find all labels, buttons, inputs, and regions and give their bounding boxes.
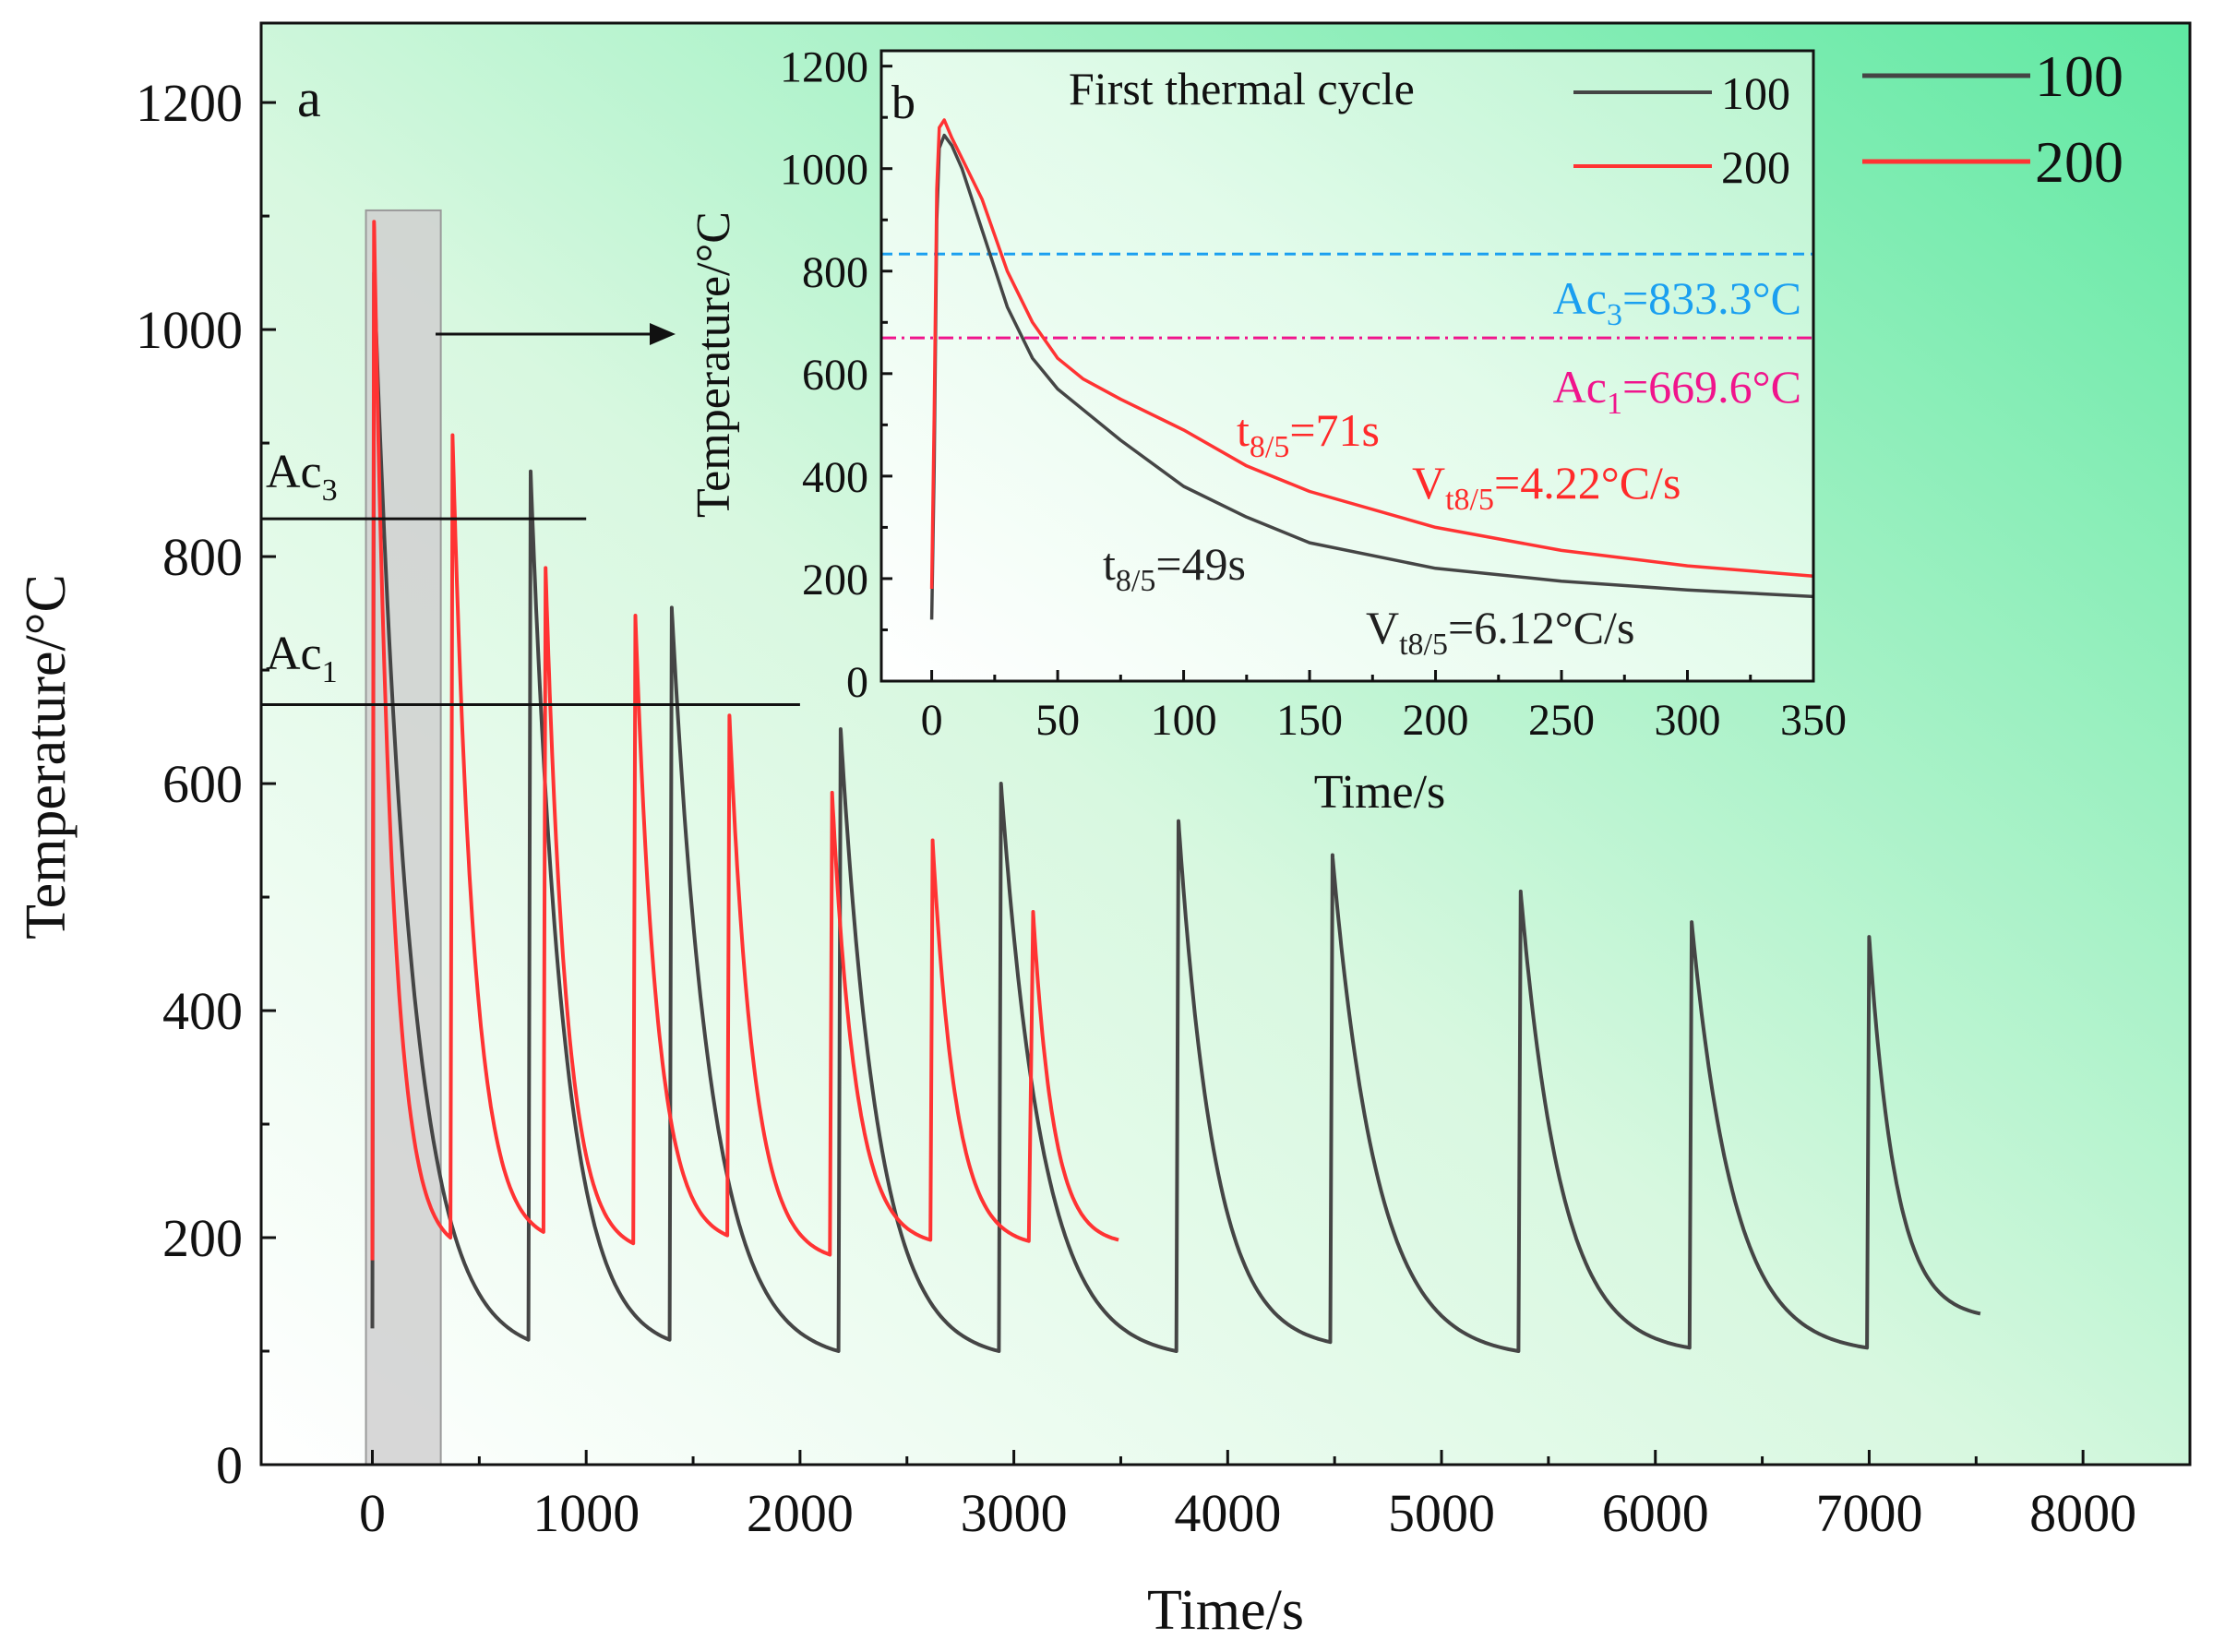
inset-x-tick-label: 100 [1151,696,1217,745]
inset-panel-label: b [891,77,915,129]
inset-x-tick-label: 150 [1276,696,1343,745]
main-axis-ticks: 0 1000 2000 3000 4000 5000 6000 7000 80000200400… [136,73,2136,1543]
inset-annotation-t85-100: t8/5=49s [1103,538,1246,598]
inset-series-line-200 [929,118,1814,590]
inset-plot-background [881,51,1813,681]
inset-y-tick-label: 600 [802,351,868,400]
main-x-tick-label: 4000 [1174,1483,1281,1543]
inset-legend: 100 200 [1573,67,1790,193]
inset-axis-ticks: 0 50 100 150 200 250 300 350 0 200 400 600 800 1000 12… [780,43,1847,745]
main-x-tick-label: 2000 [747,1483,854,1543]
main-ref-label-ac1: Ac1 [266,628,338,689]
inset-y-tick-label: 800 [802,248,868,297]
main-legend-label-100: 100 [2035,43,2123,109]
inset-x-tick-label: 350 [1780,696,1847,745]
inset-annotation-v85-200: Vt8/5=4.22°C/s [1412,457,1681,517]
inset-y-tick-label: 0 [846,658,868,707]
main-x-axis-label: Time/s [1147,1579,1304,1642]
inset-y-tick-label: 400 [802,453,868,502]
inset-x-tick-label: 50 [1035,696,1080,745]
main-y-tick-label: 200 [162,1208,243,1268]
inset-legend-label-100: 100 [1721,67,1790,119]
main-ref-label-ac3: Ac3 [266,446,338,508]
inset-x-tick-label: 300 [1655,696,1721,745]
main-y-tick-label: 400 [162,981,243,1041]
main-x-tick-label: 5000 [1388,1483,1495,1543]
main-x-tick-label: 6000 [1602,1483,1709,1543]
main-x-tick-label: 3000 [961,1483,1068,1543]
main-legend-label-200: 200 [2035,129,2123,195]
main-x-tick-label: 7000 [1815,1483,1922,1543]
inset-reference-lines [881,252,1813,340]
zoom-arrow [436,323,676,345]
main-x-tick-label: 0 [359,1483,386,1543]
inset-x-tick-label: 0 [921,696,943,745]
inset-y-tick-label: 1200 [780,43,868,92]
inset-y-axis-label: Temperature/°C [688,211,740,518]
main-series-group [370,220,1981,1353]
inset-y-tick-label: 1000 [780,146,868,195]
inset-x-axis-label: Time/s [1314,766,1446,819]
main-y-tick-label: 600 [162,754,243,814]
inset-plot-frame [879,49,1815,683]
inset-x-tick-label: 250 [1528,696,1595,745]
main-y-axis-label: Temperature/°C [15,574,78,940]
main-y-tick-label: 0 [216,1435,243,1495]
main-y-tick-label: 1000 [136,300,243,360]
main-y-tick-label: 800 [162,527,243,587]
inset-x-tick-label: 200 [1403,696,1469,745]
inset-ref-label-ac1: Ac1=669.6°C [1553,361,1801,421]
inset-legend-label-200: 200 [1721,141,1790,193]
main-series-line-200 [370,220,1119,1261]
main-y-tick-label: 1200 [136,73,243,133]
inset-chart: 0 50 100 150 200 250 300 350 0 200 400 600 800 1000 12… [688,43,1847,819]
main-x-tick-label: 8000 [2029,1483,2136,1543]
inset-annotation-t85-200: t8/5=71s [1237,404,1380,464]
inset-ref-label-ac3: Ac3=833.3°C [1553,272,1801,332]
main-reference-lines [261,517,800,706]
inset-annotation-v85-100: Vt8/5=6.12°C/s [1366,602,1634,662]
inset-series-group [929,118,1814,620]
inset-title: First thermal cycle [1069,63,1415,114]
main-series-line-100 [370,270,1981,1353]
inset-y-tick-label: 200 [802,556,868,605]
main-panel-label: a [297,68,321,128]
main-legend: 100 200 [1862,43,2123,195]
main-x-tick-label: 1000 [532,1483,640,1543]
main-plot-frame [259,21,2192,1466]
